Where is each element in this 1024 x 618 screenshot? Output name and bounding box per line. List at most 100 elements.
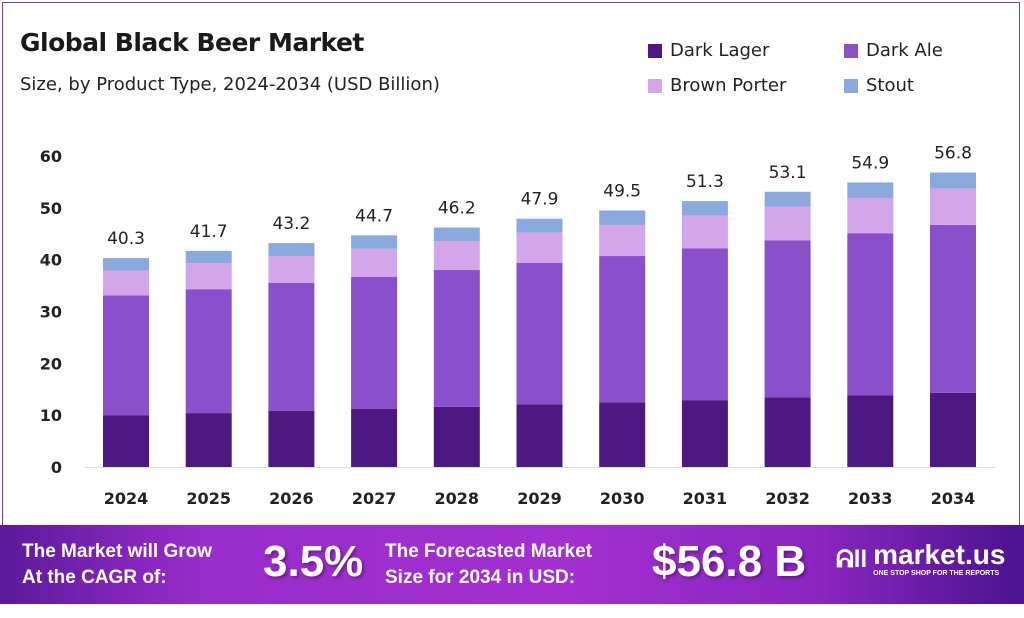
cagr-label-line: The Market will Grow [22, 541, 213, 562]
bar-segment-dark-lager [847, 395, 894, 467]
x-tick-label: 2024 [104, 489, 149, 508]
bar-segment-dark-ale [268, 282, 315, 412]
x-tick-label: 2029 [517, 489, 562, 508]
total-label: 43.2 [272, 214, 310, 234]
logo-name: market.us [873, 539, 1006, 570]
bar-segment-brown-porter [764, 206, 811, 241]
bar-segment-stout [433, 227, 480, 242]
legend-item-stout: Stout [844, 75, 914, 96]
bar-segment-brown-porter [847, 197, 894, 234]
bar-segment-dark-ale [930, 224, 976, 393]
bar-chart: 010203040506040.3202441.7202543.2202644.… [40, 144, 995, 508]
y-tick-label: 20 [40, 354, 62, 373]
total-label: 49.5 [603, 181, 641, 201]
legend-label: Dark Ale [866, 40, 943, 61]
y-tick-label: 50 [40, 199, 62, 218]
bar-segment-brown-porter [103, 270, 149, 296]
cagr-label: The Market will Grow At the CAGR of: [22, 539, 212, 591]
bar-segment-dark-lager [516, 404, 563, 467]
bar-segment-dark-ale [847, 233, 894, 396]
y-tick-label: 40 [40, 251, 62, 270]
bar-segment-stout [930, 172, 976, 189]
x-tick-label: 2027 [352, 489, 397, 508]
logo-icon: ᕱll [836, 545, 868, 573]
total-label: 41.7 [190, 222, 228, 242]
legend-label: Brown Porter [670, 75, 787, 96]
bar-segment-stout [516, 218, 563, 233]
bar-segment-stout [185, 250, 232, 264]
y-tick-label: 60 [40, 147, 62, 166]
bar-segment-brown-porter [185, 263, 232, 290]
summary-banner: The Market will Grow At the CAGR of: 3.5%… [0, 525, 1024, 604]
bar-segment-stout [268, 243, 315, 257]
x-tick-label: 2030 [600, 489, 645, 508]
bar-segment-brown-porter [268, 256, 315, 283]
bar-segment-dark-ale [103, 295, 149, 416]
bar-segment-dark-ale [433, 270, 480, 407]
x-tick-label: 2033 [848, 489, 893, 508]
bar-segment-dark-lager [268, 411, 315, 467]
y-tick-label: 0 [51, 458, 62, 477]
bar-segment-stout [681, 201, 728, 216]
x-tick-label: 2034 [931, 489, 976, 508]
bar-segment-dark-lager [930, 392, 976, 467]
forecast-label-line: The Forecasted Market [385, 541, 592, 562]
bar-segment-brown-porter [599, 224, 646, 257]
cagr-label-line: At the CAGR of: [22, 567, 167, 588]
bar-segment-brown-porter [516, 232, 563, 263]
bar-segment-dark-lager [433, 406, 480, 467]
bar-segment-brown-porter [681, 215, 728, 249]
total-label: 54.9 [851, 153, 889, 173]
forecast-value: $56.8 B [652, 537, 807, 586]
logo-tagline: ONE STOP SHOP FOR THE REPORTS [873, 570, 1000, 577]
bar-segment-brown-porter [351, 248, 398, 277]
bar-segment-stout [847, 182, 894, 198]
total-label: 51.3 [686, 172, 724, 192]
total-label: 53.1 [769, 163, 807, 183]
legend-swatch [648, 43, 662, 58]
forecast-label: The Forecasted Market Size for 2034 in US… [385, 539, 592, 591]
bar-segment-dark-ale [681, 248, 728, 401]
bar-segment-dark-lager [764, 397, 811, 467]
legend-item-dark-ale: Dark Ale [844, 40, 943, 61]
x-tick-label: 2028 [435, 489, 480, 508]
bar-segment-dark-ale [764, 240, 811, 398]
bar-segment-dark-ale [599, 256, 646, 403]
x-tick-label: 2025 [186, 489, 231, 508]
market-us-logo: ᕱll market.us ONE STOP SHOP FOR THE REPOR… [836, 541, 1005, 578]
legend-item-dark-lager: Dark Lager [648, 40, 769, 61]
cagr-value: 3.5% [263, 537, 364, 586]
bar-segment-dark-lager [351, 408, 398, 467]
total-label: 56.8 [934, 144, 972, 164]
legend-swatch [648, 78, 662, 93]
y-tick-label: 30 [40, 303, 62, 322]
legend-label: Stout [866, 75, 914, 96]
bar-segment-dark-ale [351, 276, 398, 409]
x-tick-label: 2031 [683, 489, 728, 508]
legend-swatch [844, 43, 858, 58]
x-tick-label: 2026 [269, 489, 314, 508]
bar-segment-dark-ale [516, 262, 563, 405]
chart-title: Global Black Beer Market [20, 28, 364, 57]
total-label: 47.9 [521, 190, 559, 210]
bar-segment-stout [103, 258, 149, 271]
total-label: 44.7 [355, 206, 393, 226]
legend-label: Dark Lager [670, 40, 770, 61]
bar-segment-dark-lager [599, 402, 646, 467]
y-tick-label: 10 [40, 406, 62, 425]
legend-item-brown-porter: Brown Porter [648, 75, 786, 96]
bar-segment-brown-porter [930, 188, 976, 225]
bar-segment-stout [764, 191, 811, 207]
total-label: 40.3 [107, 229, 145, 249]
x-tick-label: 2032 [765, 489, 810, 508]
bar-segment-dark-lager [681, 400, 728, 467]
total-label: 46.2 [438, 199, 476, 219]
bar-segment-brown-porter [433, 241, 480, 271]
legend-swatch [844, 78, 858, 93]
bar-segment-dark-lager [103, 415, 149, 467]
bar-segment-dark-ale [185, 289, 232, 414]
chart-subtitle: Size, by Product Type, 2024-2034 (USD Bi… [20, 74, 440, 95]
bar-segment-dark-lager [185, 413, 232, 467]
bar-segment-stout [599, 210, 646, 225]
bar-segment-stout [351, 235, 398, 249]
